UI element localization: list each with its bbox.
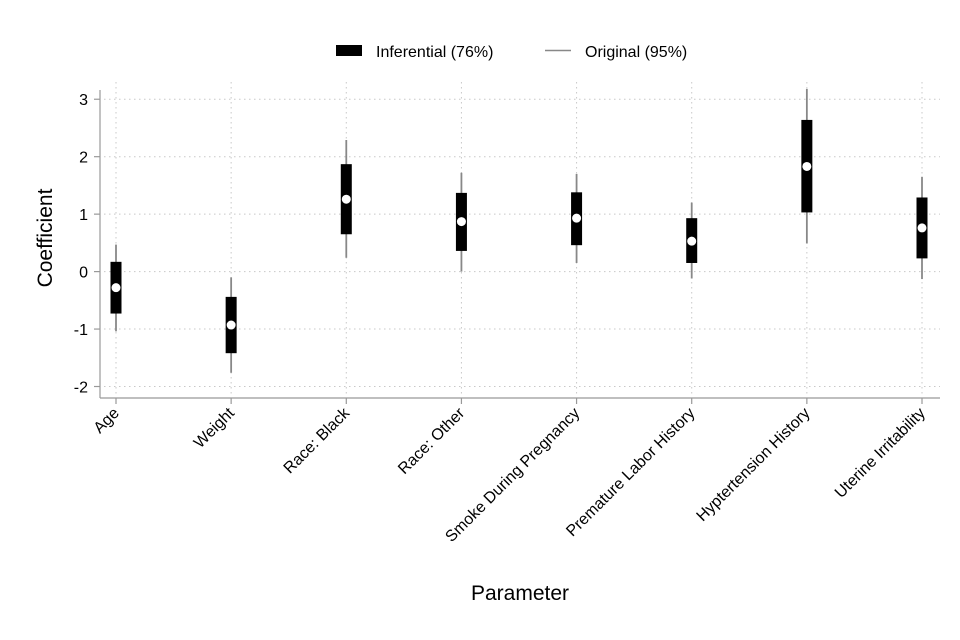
estimate-point — [456, 217, 466, 227]
x-tick-label: Weight — [191, 404, 238, 451]
x-tick-label: Race: Other — [395, 404, 468, 477]
y-tick-label: -1 — [74, 322, 88, 339]
y-axis-title: Coefficient — [34, 188, 57, 287]
x-axis-title: Parameter — [471, 582, 569, 605]
estimate-point — [687, 236, 697, 246]
y-tick-label: 0 — [79, 265, 88, 282]
estimate-point — [341, 194, 351, 204]
x-tick-label: Race: Black — [281, 404, 354, 477]
estimate-point — [917, 223, 927, 233]
x-tick-label: Premature Labor History — [563, 405, 698, 540]
legend-label-inferential: Inferential (76%) — [376, 44, 493, 61]
estimate-point — [572, 213, 582, 223]
x-tick-label: Smoke During Pregnancy — [442, 405, 583, 546]
y-tick-label: 1 — [79, 207, 88, 224]
estimate-point — [802, 161, 812, 171]
x-tick-label: Hyptertension History — [694, 405, 814, 525]
legend: Inferential (76%) Original (95%) — [336, 44, 687, 61]
marks — [110, 88, 928, 373]
x-tick-label: Age — [91, 405, 123, 437]
x-tick-label: Uterine Irritability — [832, 405, 929, 502]
axes — [94, 90, 940, 404]
y-tick-label: -2 — [74, 380, 88, 397]
tick-labels: -2 -1 0 1 2 3 Age Weight Race: Black Race: OtherS… — [74, 92, 929, 546]
y-tick-label: 2 — [79, 150, 88, 167]
estimate-point — [111, 283, 121, 293]
legend-swatch-inferential — [336, 45, 362, 56]
legend-label-original: Original (95%) — [585, 44, 687, 61]
estimate-point — [226, 320, 236, 330]
y-tick-label: 3 — [79, 92, 88, 109]
